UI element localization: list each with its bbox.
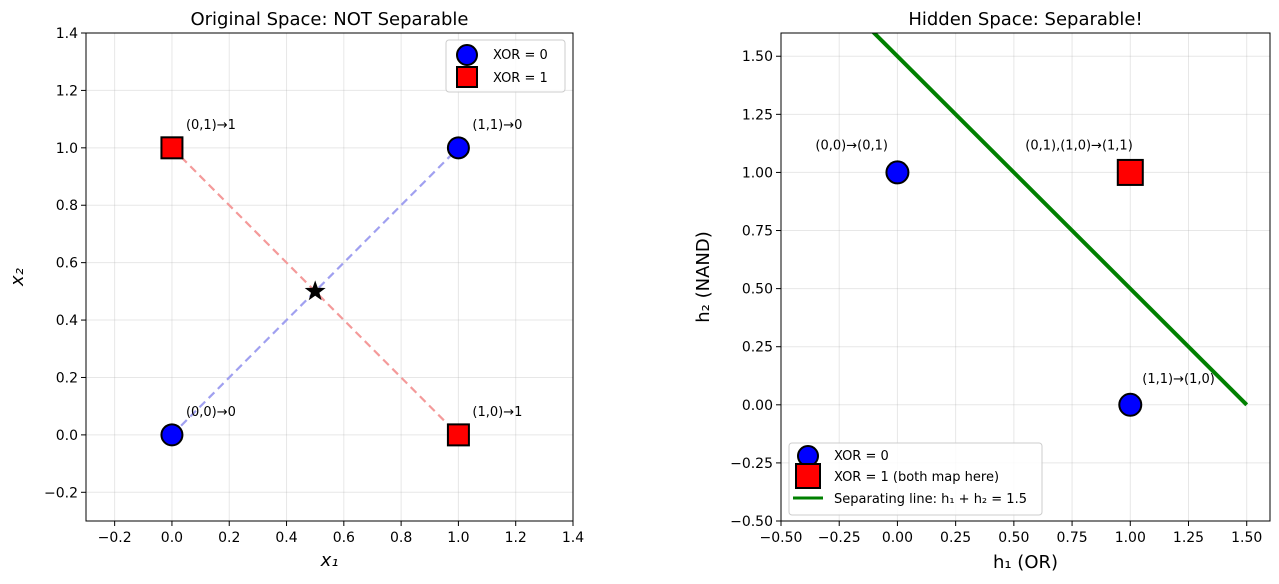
right-chart-title: Hidden Space: Separable! bbox=[908, 9, 1142, 30]
right-x-tick-label: 0.50 bbox=[998, 530, 1029, 546]
left-legend-xor1-label: XOR = 1 bbox=[493, 71, 548, 86]
left-data-point-square bbox=[446, 423, 470, 447]
right-data-point-circle bbox=[1118, 392, 1143, 417]
left-plot-frame bbox=[85, 32, 574, 522]
right-y-tick-label: −0.50 bbox=[730, 514, 773, 530]
right-x-tick-label: 0.00 bbox=[882, 530, 913, 546]
right-y-tick-label: 0.25 bbox=[742, 340, 773, 356]
left-y-tick-label: 1.4 bbox=[56, 26, 78, 42]
right-legend-xor0-label: XOR = 0 bbox=[834, 449, 889, 464]
right-y-tick-label: 0.75 bbox=[742, 224, 773, 240]
left-x-axis-label: x₁ bbox=[320, 550, 339, 571]
left-point-annotation: (1,0)→1 bbox=[472, 405, 522, 420]
left-x-tick-label: 0.6 bbox=[333, 530, 355, 546]
right-x-tick-label: 0.75 bbox=[1056, 530, 1087, 546]
left-legend: XOR = 0 XOR = 1 bbox=[445, 39, 566, 93]
right-legend-line-label: Separating line: h₁ + h₂ = 1.5 bbox=[834, 492, 1027, 507]
left-y-tick-label: 1.2 bbox=[56, 83, 78, 99]
right-x-tick-label: 1.25 bbox=[1173, 530, 1204, 546]
right-legend-square-marker bbox=[795, 463, 821, 489]
left-y-tick-label: 0.6 bbox=[56, 256, 78, 272]
left-data-point-circle bbox=[160, 423, 184, 447]
right-x-tick-label: −0.25 bbox=[818, 530, 861, 546]
right-y-axis-label: h₂ (NAND) bbox=[693, 231, 714, 323]
left-x-tick-label: −0.2 bbox=[98, 530, 132, 546]
right-y-tick-label: 1.00 bbox=[742, 165, 773, 181]
left-y-tick-label: 0.0 bbox=[56, 428, 78, 444]
left-y-axis-label: x₂ bbox=[7, 268, 28, 287]
left-x-tick-label: 0.8 bbox=[390, 530, 412, 546]
left-chart: (0,0)→0 (0,1)→1 (1,0)→1 (1,1)→0 −0.2 0.0 0.2 0… bbox=[7, 9, 584, 571]
left-y-tick-label: 0.2 bbox=[56, 370, 78, 386]
right-y-tick-label: 1.50 bbox=[742, 49, 773, 65]
left-point-annotation: (1,1)→0 bbox=[472, 118, 522, 133]
right-x-tick-label: 1.50 bbox=[1231, 530, 1262, 546]
left-x-tick-label: 1.2 bbox=[505, 530, 527, 546]
right-x-tick-label: 1.00 bbox=[1115, 530, 1146, 546]
right-x-tick-label: −0.50 bbox=[760, 530, 803, 546]
right-chart: (0,0)→(0,1) (0,1),(1,0)→(1,1)(1,1)→(1,0) … bbox=[693, 9, 1271, 573]
left-x-tick-label: 0.2 bbox=[218, 530, 240, 546]
left-point-annotation: (0,1)→1 bbox=[186, 118, 236, 133]
left-point-annotation: (0,0)→0 bbox=[186, 405, 236, 420]
right-data-point-square bbox=[1116, 158, 1144, 186]
right-x-axis-label: h₁ (OR) bbox=[993, 552, 1058, 573]
left-data-point-square bbox=[160, 136, 184, 160]
left-y-tick-label: 1.0 bbox=[56, 141, 78, 157]
left-y-tick-label: 0.4 bbox=[56, 313, 78, 329]
right-x-tick-label: 0.25 bbox=[940, 530, 971, 546]
left-legend-circle-marker bbox=[456, 44, 478, 66]
right-plot-frame bbox=[780, 32, 1271, 522]
left-y-tick-label: 0.8 bbox=[56, 198, 78, 214]
left-legend-xor0-label: XOR = 0 bbox=[493, 48, 548, 63]
left-x-tick-label: 1.4 bbox=[562, 530, 584, 546]
left-x-tick-label: 0.0 bbox=[161, 530, 183, 546]
right-y-tick-label: −0.25 bbox=[730, 456, 773, 472]
right-point-annotation: (1,1)→(1,0) bbox=[1142, 372, 1215, 387]
right-data-point-circle bbox=[885, 160, 910, 185]
left-data-point-circle bbox=[446, 136, 470, 160]
left-x-tick-label: 1.0 bbox=[447, 530, 469, 546]
right-legend: XOR = 0 XOR = 1 (both map here) Separati… bbox=[788, 442, 1043, 516]
right-y-tick-label: 0.00 bbox=[742, 398, 773, 414]
right-point-annotation: (0,1),(1,0)→(1,1) bbox=[1025, 138, 1132, 153]
right-point-annotation: (0,0)→(0,1) bbox=[815, 138, 888, 153]
right-separating-line bbox=[871, 33, 1249, 407]
left-y-tick-label: −0.2 bbox=[44, 485, 78, 501]
left-chart-title: Original Space: NOT Separable bbox=[190, 9, 468, 30]
left-x-tick-label: 0.4 bbox=[275, 530, 297, 546]
left-legend-square-marker bbox=[456, 66, 478, 88]
right-legend-xor1-label: XOR = 1 (both map here) bbox=[834, 470, 999, 485]
right-y-tick-label: 0.50 bbox=[742, 282, 773, 298]
center-star-marker bbox=[304, 280, 326, 301]
right-legend-frame bbox=[788, 442, 1043, 516]
right-y-tick-label: 1.25 bbox=[742, 107, 773, 123]
